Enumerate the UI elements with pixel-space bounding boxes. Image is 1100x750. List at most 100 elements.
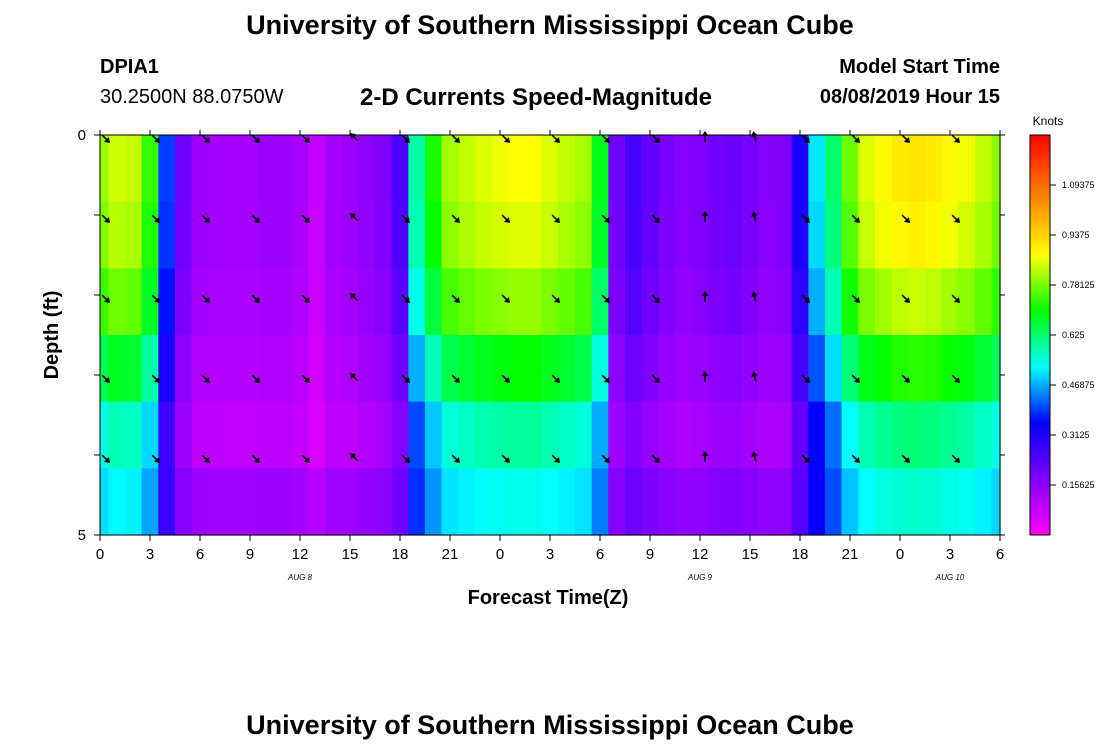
heatmap-cell (975, 468, 993, 536)
current-arrow (350, 453, 359, 462)
heatmap-cell (375, 401, 393, 469)
heatmap-cell (808, 135, 826, 203)
heatmap-cell (791, 335, 809, 403)
station-coordinates: 30.2500N 88.0750W (100, 86, 284, 108)
current-arrow (201, 214, 210, 223)
heatmap-cell (175, 268, 193, 336)
heatmap-cell (591, 135, 609, 203)
heatmap-cell (375, 268, 393, 336)
heatmap-cell (241, 268, 259, 336)
colorbar-tick-label: 0.625 (1062, 330, 1085, 340)
heatmap-cell (141, 468, 159, 536)
arrow-head (701, 211, 709, 216)
arrow-head (903, 136, 910, 143)
heatmap-cell (858, 335, 876, 403)
heatmap-cell (191, 268, 209, 336)
heatmap-cell (608, 401, 626, 469)
current-arrow (851, 374, 860, 383)
heatmap-cell (558, 468, 576, 536)
date-label: AUG 10 (935, 573, 965, 582)
heatmap-cell (275, 468, 293, 536)
heatmap-cell (725, 401, 743, 469)
heatmap-cell (458, 468, 476, 536)
heatmap-cell (308, 335, 326, 403)
heatmap-cell (625, 135, 643, 203)
current-arrow (251, 454, 260, 463)
heatmap-cell (575, 135, 593, 203)
heatmap-cell (525, 201, 543, 269)
heatmap-cell (241, 335, 259, 403)
heatmap-cell (775, 335, 793, 403)
heatmap-cell (958, 201, 976, 269)
heatmap-cell (675, 201, 693, 269)
current-arrow (350, 213, 359, 222)
heatmap-cell (141, 135, 159, 203)
current-arrow (101, 134, 110, 143)
heatmap-cell (291, 268, 309, 336)
arrow-head (503, 136, 510, 143)
heatmap-cell (591, 335, 609, 403)
heatmap-cell (658, 468, 676, 536)
heatmap-cell (991, 401, 1001, 469)
heatmap-cell (225, 135, 243, 203)
current-arrow (751, 211, 758, 223)
arrow-head (553, 216, 560, 223)
arrow-head (953, 456, 960, 463)
current-arrow (901, 294, 910, 303)
heatmap-cell (541, 268, 559, 336)
current-arrow (701, 291, 709, 302)
current-arrow (951, 214, 960, 223)
heatmap-cell (758, 401, 776, 469)
heatmap-cell (158, 335, 176, 403)
x-tick-label: 15 (742, 546, 759, 563)
heatmap-cell (275, 201, 293, 269)
heatmap-cell (175, 201, 193, 269)
heatmap-cell (541, 468, 559, 536)
heatmap-cell (825, 201, 843, 269)
arrow-head (853, 136, 860, 143)
heatmap-cell (891, 401, 909, 469)
heatmap-cell (608, 201, 626, 269)
current-arrow (201, 374, 210, 383)
heatmap-cell (491, 268, 509, 336)
heatmap-cell (325, 468, 343, 536)
heatmap-cell (325, 201, 343, 269)
heatmap-cell (258, 268, 276, 336)
heatmap-cell (408, 268, 426, 336)
heatmap-cell (725, 135, 743, 203)
arrow-head (253, 376, 260, 383)
heatmap-cell (641, 268, 659, 336)
heatmap-cell (325, 268, 343, 336)
heatmap-cell (808, 201, 826, 269)
current-arrow (501, 374, 510, 383)
current-arrow (301, 214, 310, 223)
heatmap-cell (608, 135, 626, 203)
arrow-head (303, 296, 310, 303)
heatmap-cell (758, 135, 776, 203)
arrow-head (350, 373, 357, 380)
heatmap-cell (375, 135, 393, 203)
current-arrow (501, 214, 510, 223)
heatmap-cell (825, 401, 843, 469)
colorbar-tick-label: 0.46875 (1062, 380, 1095, 390)
heatmap-cell (441, 201, 459, 269)
current-arrow (350, 293, 359, 302)
heatmap-cell (958, 335, 976, 403)
heatmap-cell (100, 468, 109, 536)
heatmap-cell (575, 335, 593, 403)
current-arrow (301, 294, 310, 303)
heatmap-cell (291, 335, 309, 403)
heatmap-cell (858, 401, 876, 469)
heatmap-cell (791, 468, 809, 536)
current-arrow (101, 374, 110, 383)
heatmap-cell (375, 468, 393, 536)
current-arrow (251, 294, 260, 303)
heatmap-cells (100, 135, 1001, 536)
heatmap-cell (141, 201, 159, 269)
heatmap-cell (941, 135, 959, 203)
heatmap-cell (475, 468, 493, 536)
heatmap-cell (625, 401, 643, 469)
heatmap-cell (191, 201, 209, 269)
current-arrow (651, 214, 660, 223)
heatmap-cell (725, 335, 743, 403)
